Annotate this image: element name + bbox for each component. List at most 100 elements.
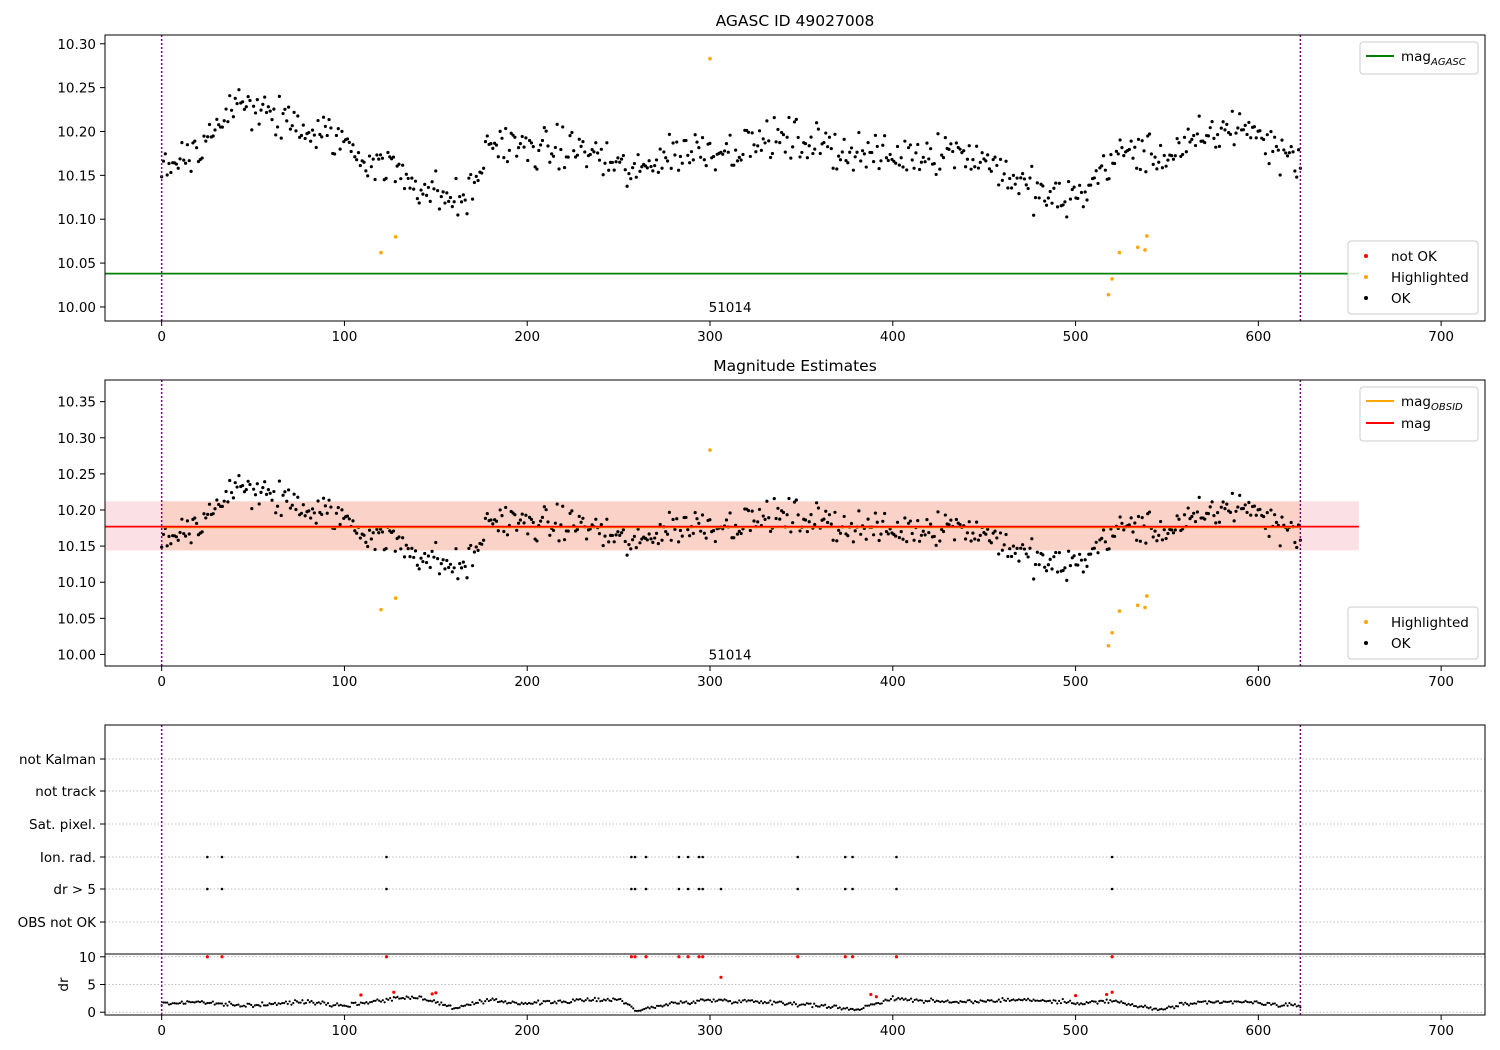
ion-rad-point bbox=[385, 855, 388, 859]
ok-point bbox=[224, 107, 228, 111]
x-tick-label: 600 bbox=[1245, 1023, 1271, 1039]
legend-points bbox=[1347, 240, 1479, 315]
ok-point bbox=[625, 553, 629, 557]
ok-point bbox=[1044, 203, 1049, 207]
x-tick-label: 200 bbox=[514, 674, 540, 690]
ok-point bbox=[290, 503, 294, 507]
ok-point bbox=[1122, 154, 1126, 158]
ok-point bbox=[772, 116, 776, 120]
ok-point bbox=[951, 149, 955, 154]
dr-point bbox=[622, 1002, 626, 1005]
ok-point bbox=[169, 542, 173, 546]
dr-point bbox=[489, 999, 492, 1002]
ok-point bbox=[965, 157, 970, 161]
ok-point bbox=[592, 150, 596, 154]
dr-point bbox=[683, 1001, 686, 1004]
ok-point bbox=[161, 159, 166, 163]
dr-point bbox=[602, 998, 606, 1001]
ok-point bbox=[618, 533, 622, 537]
dr-point bbox=[286, 1002, 289, 1006]
ok-point bbox=[1009, 186, 1014, 190]
ok-point bbox=[952, 166, 957, 170]
dr-point bbox=[387, 998, 390, 1001]
ok-point bbox=[380, 530, 385, 534]
legend-point-swatch bbox=[1364, 296, 1368, 300]
ok-point bbox=[1186, 506, 1190, 510]
ok-point bbox=[481, 166, 486, 170]
ok-point bbox=[537, 148, 541, 153]
ok-point bbox=[314, 521, 318, 525]
ok-point bbox=[428, 565, 432, 570]
dr-point bbox=[173, 1002, 176, 1005]
dr-point bbox=[1187, 1004, 1190, 1007]
ok-point bbox=[975, 520, 979, 524]
ok-point bbox=[873, 511, 878, 515]
dr-point bbox=[760, 1000, 763, 1003]
ok-point bbox=[934, 543, 938, 547]
ok-point bbox=[899, 156, 903, 160]
dr-point bbox=[761, 1002, 765, 1005]
ok-point bbox=[480, 542, 484, 546]
ok-point bbox=[447, 199, 451, 203]
ok-point bbox=[380, 156, 385, 160]
dr-point bbox=[198, 1000, 202, 1004]
ok-point bbox=[1052, 186, 1056, 190]
ok-point bbox=[871, 533, 876, 537]
highlighted-point bbox=[379, 607, 383, 612]
ok-point bbox=[1181, 152, 1185, 157]
ok-point bbox=[535, 539, 539, 543]
dr-point bbox=[835, 1004, 838, 1007]
ok-point bbox=[1160, 166, 1165, 170]
dr-point bbox=[630, 1005, 633, 1008]
dr5-point bbox=[677, 887, 681, 891]
ok-point bbox=[266, 488, 270, 492]
ok-point bbox=[647, 159, 651, 163]
ok-point bbox=[664, 156, 668, 160]
ok-point bbox=[1284, 151, 1288, 155]
ok-point bbox=[827, 135, 832, 139]
ok-point bbox=[1068, 564, 1073, 568]
dr-point bbox=[1045, 1000, 1048, 1003]
ok-point bbox=[426, 554, 431, 558]
ok-point bbox=[561, 504, 565, 508]
ok-point bbox=[461, 560, 465, 564]
ok-point bbox=[349, 149, 353, 154]
dr-red-point bbox=[701, 955, 705, 959]
ok-point bbox=[325, 511, 329, 515]
ok-point bbox=[524, 513, 528, 517]
dr-point bbox=[833, 1004, 836, 1007]
dr-point bbox=[911, 1000, 914, 1003]
ok-point bbox=[654, 158, 659, 162]
ok-point bbox=[288, 506, 293, 510]
ok-point bbox=[393, 180, 397, 184]
ok-point bbox=[912, 538, 916, 542]
ok-point bbox=[1166, 531, 1170, 536]
y-tick-label: 10.20 bbox=[57, 503, 96, 519]
ok-point bbox=[531, 145, 535, 149]
ok-point bbox=[597, 532, 602, 536]
ok-point bbox=[515, 154, 519, 158]
ok-point bbox=[312, 511, 316, 515]
dr-point bbox=[778, 1000, 781, 1003]
ok-point bbox=[1096, 181, 1100, 186]
ok-point bbox=[1021, 543, 1025, 547]
ok-point bbox=[279, 136, 283, 140]
dr-point bbox=[904, 997, 907, 1000]
ok-point bbox=[875, 520, 879, 524]
dr-red-point bbox=[392, 990, 396, 994]
dr5-point bbox=[630, 887, 633, 891]
ok-point bbox=[483, 516, 488, 520]
ok-point bbox=[929, 522, 933, 526]
ok-point bbox=[233, 481, 237, 485]
dr-point bbox=[648, 1007, 651, 1010]
dr-point bbox=[1092, 1000, 1095, 1003]
ok-point bbox=[965, 531, 970, 535]
dr-point bbox=[1149, 1006, 1152, 1009]
ok-point bbox=[540, 138, 545, 143]
dr5-point bbox=[895, 887, 898, 891]
ok-point bbox=[713, 168, 717, 172]
dr-point bbox=[500, 999, 503, 1003]
ion-rad-point bbox=[630, 855, 633, 859]
dr-point bbox=[544, 1000, 547, 1003]
dr-point bbox=[663, 1004, 666, 1007]
